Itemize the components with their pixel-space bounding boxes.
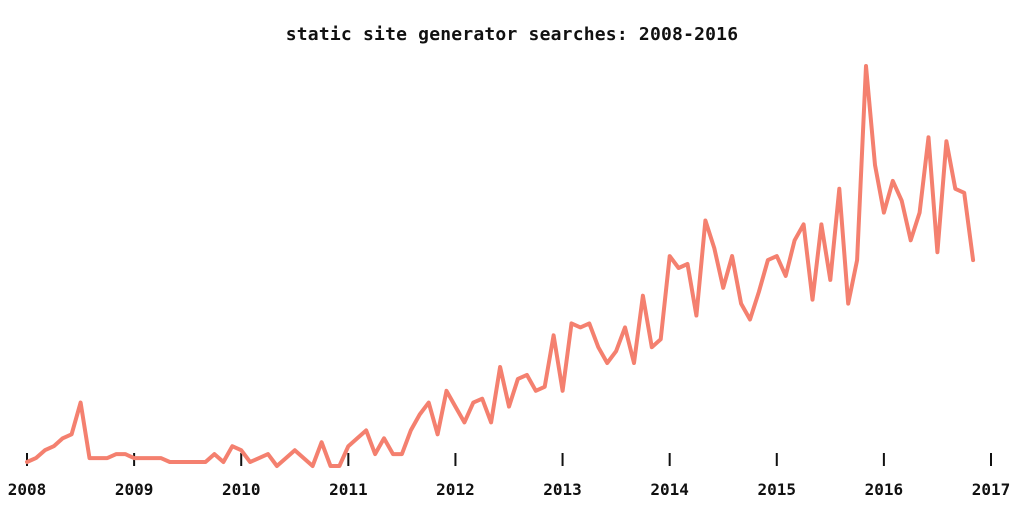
x-axis: 2008 2009 2010 2011 2012 2013 2014 2015 2016 2017 [8,453,1011,499]
x-tick-label: 2016 [865,480,904,499]
x-tick-label: 2014 [650,480,689,499]
x-tick-label: 2008 [8,480,47,499]
series-line [25,64,976,468]
x-tick-label: 2013 [543,480,582,499]
x-tick-label: 2017 [972,480,1011,499]
chart-title: static site generator searches: 2008-201… [285,24,739,45]
x-tick-label: 2015 [758,480,797,499]
x-tick-label: 2011 [329,480,368,499]
x-tick-label: 2009 [115,480,154,499]
series-layer [25,64,976,468]
x-tick-label: 2012 [436,480,475,499]
x-tick-label: 2010 [222,480,261,499]
